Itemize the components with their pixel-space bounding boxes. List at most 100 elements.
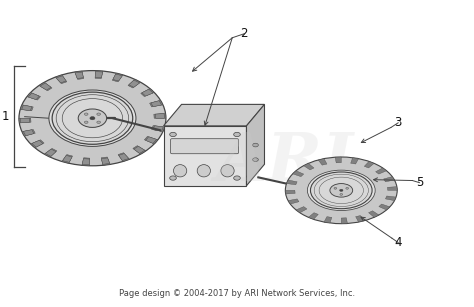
Polygon shape xyxy=(324,217,332,223)
Circle shape xyxy=(78,109,107,127)
Polygon shape xyxy=(75,71,83,80)
Polygon shape xyxy=(309,213,318,219)
Circle shape xyxy=(49,90,136,146)
Polygon shape xyxy=(62,154,73,163)
Polygon shape xyxy=(46,149,56,156)
Polygon shape xyxy=(75,72,83,79)
Polygon shape xyxy=(375,168,386,174)
Polygon shape xyxy=(82,158,90,166)
Polygon shape xyxy=(95,72,103,78)
Circle shape xyxy=(52,92,133,144)
Polygon shape xyxy=(142,89,153,96)
Polygon shape xyxy=(20,118,29,123)
Text: 1: 1 xyxy=(2,110,9,123)
Polygon shape xyxy=(146,137,156,143)
Polygon shape xyxy=(133,146,146,154)
Polygon shape xyxy=(101,157,110,165)
Polygon shape xyxy=(56,76,66,83)
Polygon shape xyxy=(318,159,327,165)
Polygon shape xyxy=(31,140,44,148)
Ellipse shape xyxy=(285,157,397,224)
Polygon shape xyxy=(101,158,110,164)
Polygon shape xyxy=(151,101,162,107)
Polygon shape xyxy=(129,80,139,87)
Polygon shape xyxy=(246,104,264,186)
Ellipse shape xyxy=(197,165,210,177)
Polygon shape xyxy=(150,100,163,107)
Circle shape xyxy=(84,121,88,123)
Circle shape xyxy=(170,132,176,137)
Polygon shape xyxy=(40,83,51,90)
Polygon shape xyxy=(383,177,394,182)
Polygon shape xyxy=(118,153,129,161)
Polygon shape xyxy=(118,154,129,161)
Circle shape xyxy=(253,158,258,161)
Ellipse shape xyxy=(221,165,234,177)
Polygon shape xyxy=(152,126,164,132)
Polygon shape xyxy=(22,105,32,111)
Ellipse shape xyxy=(330,184,353,197)
Text: 2: 2 xyxy=(240,27,248,40)
Circle shape xyxy=(253,143,258,147)
Polygon shape xyxy=(82,159,90,165)
Polygon shape xyxy=(164,104,264,126)
Circle shape xyxy=(339,189,343,192)
Polygon shape xyxy=(113,74,122,81)
Circle shape xyxy=(346,187,348,189)
Polygon shape xyxy=(134,146,145,154)
Ellipse shape xyxy=(310,172,372,209)
Polygon shape xyxy=(155,114,164,118)
Polygon shape xyxy=(356,216,365,222)
Polygon shape xyxy=(285,190,295,194)
Circle shape xyxy=(97,113,100,115)
Polygon shape xyxy=(55,75,67,84)
Polygon shape xyxy=(19,118,31,123)
Circle shape xyxy=(19,71,166,166)
Polygon shape xyxy=(22,130,35,136)
Polygon shape xyxy=(379,204,390,210)
Polygon shape xyxy=(286,180,297,185)
Polygon shape xyxy=(28,93,39,99)
Polygon shape xyxy=(153,126,163,131)
Polygon shape xyxy=(128,79,141,88)
Polygon shape xyxy=(351,158,358,164)
Polygon shape xyxy=(164,126,246,186)
Polygon shape xyxy=(145,136,158,144)
Polygon shape xyxy=(112,73,123,82)
Polygon shape xyxy=(95,71,103,79)
Polygon shape xyxy=(365,161,374,168)
Circle shape xyxy=(97,121,100,123)
Circle shape xyxy=(334,187,337,189)
Polygon shape xyxy=(335,157,341,163)
Circle shape xyxy=(90,117,95,120)
Circle shape xyxy=(340,193,343,195)
Polygon shape xyxy=(387,187,397,190)
Polygon shape xyxy=(292,171,304,177)
Polygon shape xyxy=(304,163,314,170)
Polygon shape xyxy=(27,92,40,100)
Ellipse shape xyxy=(173,165,187,177)
Polygon shape xyxy=(44,148,57,157)
Polygon shape xyxy=(288,199,299,204)
Polygon shape xyxy=(385,196,396,201)
Polygon shape xyxy=(154,114,166,118)
Polygon shape xyxy=(141,89,154,97)
Polygon shape xyxy=(32,140,43,147)
Circle shape xyxy=(234,132,240,137)
Polygon shape xyxy=(63,155,72,162)
Polygon shape xyxy=(20,105,33,111)
Polygon shape xyxy=(341,218,347,224)
FancyBboxPatch shape xyxy=(171,139,238,154)
Polygon shape xyxy=(369,211,379,217)
Text: ARI: ARI xyxy=(215,130,354,195)
Polygon shape xyxy=(39,82,52,91)
Polygon shape xyxy=(23,130,34,136)
Circle shape xyxy=(170,176,176,180)
Text: Page design © 2004-2017 by ARI Network Services, Inc.: Page design © 2004-2017 by ARI Network S… xyxy=(119,289,355,298)
Circle shape xyxy=(84,113,88,115)
Circle shape xyxy=(234,176,240,180)
Text: 4: 4 xyxy=(394,236,402,249)
Text: 5: 5 xyxy=(416,176,423,189)
Ellipse shape xyxy=(307,170,375,211)
Text: 3: 3 xyxy=(394,116,402,129)
